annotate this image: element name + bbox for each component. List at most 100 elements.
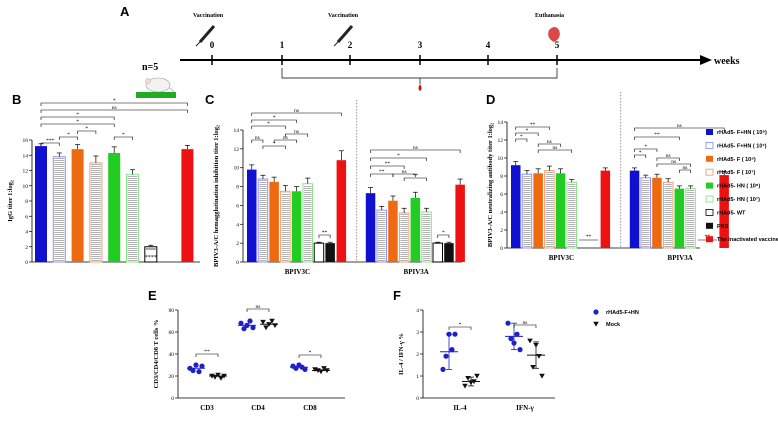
y-tick-label: 14 (23, 153, 29, 159)
legend-label: rHAd5- HN ( 10⁷) (717, 197, 760, 203)
y-tick-label: 16 (23, 138, 29, 144)
y-tick-label: 12 (234, 147, 240, 153)
y-tick-label: 3 (416, 330, 419, 336)
sig-bracket (634, 154, 647, 158)
group-label: BPIV3C (285, 268, 310, 276)
legend-swatch (706, 129, 713, 135)
sig-bracket (392, 173, 416, 177)
bar (313, 242, 325, 263)
sig-bracket (273, 139, 297, 143)
legend-label: rHAd5- F+HN ( 10⁸) (717, 130, 767, 136)
y-tick-label: 10 (23, 184, 29, 190)
y-tick-label: 2 (236, 241, 239, 247)
sig-label: * (113, 98, 116, 104)
sig-label: ns (666, 153, 671, 159)
legend-label: rHAd5-F+HN (606, 310, 639, 316)
sig-bracket (40, 116, 115, 120)
chart-c: 0 2 4 6 8 10 12 14 BPIV3-A/C hemagglutination in… (213, 100, 465, 276)
bar (555, 173, 566, 248)
sig-label: * (442, 230, 445, 236)
sig-bracket (370, 149, 461, 153)
sig-label: ns (683, 165, 688, 171)
y-tick-label: 14 (498, 120, 504, 126)
legend-label: Mock (606, 322, 621, 328)
point-circle (193, 362, 199, 368)
sig-bracket (537, 149, 573, 153)
sig-label: ns (402, 169, 407, 175)
timeline-tick-label: 5 (555, 40, 560, 50)
bar (533, 173, 543, 248)
group-label: BPIV3A (668, 254, 693, 262)
event-euthanasia: Euthanasia (535, 13, 564, 19)
legend-swatch (706, 236, 713, 243)
legend-label: The inactivated vaccine (717, 237, 778, 243)
y-tick-label: 4 (416, 308, 419, 314)
bar-hatch (523, 175, 531, 247)
sig-bracket (515, 138, 528, 142)
bar (410, 197, 421, 262)
sig-label: ** (413, 173, 419, 179)
point-triangle (593, 321, 599, 327)
legend-label: rHAd5- F ( 10⁸) (717, 157, 756, 163)
sig-bracket (403, 177, 427, 181)
sig-bracket (656, 157, 680, 161)
legend: rHAd5- F+HN ( 10⁸) rHAd5- F+HN ( 10⁷) rHAd… (705, 129, 778, 243)
sig-bracket (77, 130, 97, 134)
point-triangle (539, 373, 545, 379)
y-tick-label: 0 (416, 396, 419, 402)
point-triangle (269, 318, 275, 324)
legend-swatch (706, 222, 713, 229)
bar (291, 191, 302, 262)
category-label: CD8 (303, 404, 317, 412)
legend-swatch (705, 168, 714, 176)
bar (365, 193, 376, 262)
bar (455, 184, 465, 262)
legend-label: PBS (717, 224, 729, 230)
sig-label: ns (553, 145, 558, 151)
sig-label: * (273, 115, 276, 121)
point-triangle (527, 338, 533, 344)
bar (35, 146, 47, 262)
bar (600, 170, 611, 248)
bar-hatch (568, 183, 576, 247)
y-tick-label: 4 (25, 230, 28, 236)
panel-d-label: D (486, 92, 495, 107)
bar (719, 175, 729, 248)
point-triangle (462, 383, 468, 389)
y-tick-label: 0 (25, 260, 28, 266)
y-tick-label: 40 (169, 352, 175, 358)
sig-label: * (273, 141, 276, 147)
y-tick-label: 0 (171, 396, 174, 402)
sig-bracket (634, 136, 680, 140)
chart-d: 0 2 4 6 8 10 12 14 BPIV3-A/C neutralizing antibo… (487, 92, 729, 262)
sig-bracket (513, 324, 537, 328)
y-tick-label: 12 (23, 169, 29, 175)
chart-e: 0 20 40 60 80 CD3/CD4/CD8 T cells % CD3 ** CD4 ns… (153, 304, 345, 412)
bar (652, 177, 662, 248)
bar-hatch (642, 178, 650, 247)
legend-swatch (706, 182, 713, 189)
bar (629, 170, 640, 248)
sig-bracket (59, 136, 78, 140)
legend-label: rHAd5- WT (717, 210, 746, 216)
sig-label: * (397, 153, 400, 159)
organ-icon (548, 27, 560, 42)
event-vaccination-1: Vaccination (193, 13, 224, 19)
bar (247, 169, 257, 262)
sig-label: ** (204, 349, 210, 355)
bar-hatch (378, 211, 386, 261)
bar-hatch (686, 189, 695, 247)
sig-label: * (267, 121, 270, 127)
point-circle (238, 320, 244, 326)
panel-f-label: F (393, 288, 401, 303)
sig-label: ** (379, 169, 385, 175)
chart-f: 0 1 2 3 4 IL-4 / IFN-γ % IL-4 * IFN-γ ns (398, 308, 555, 412)
sig-bracket (437, 234, 450, 238)
y-tick-label: 80 (169, 308, 175, 314)
point-circle (190, 367, 196, 374)
sig-bracket (40, 123, 115, 127)
sig-label: **** (145, 255, 157, 261)
sig-label: * (309, 350, 312, 356)
blood-drop-icon (418, 84, 422, 91)
bar-hatch (664, 183, 672, 247)
